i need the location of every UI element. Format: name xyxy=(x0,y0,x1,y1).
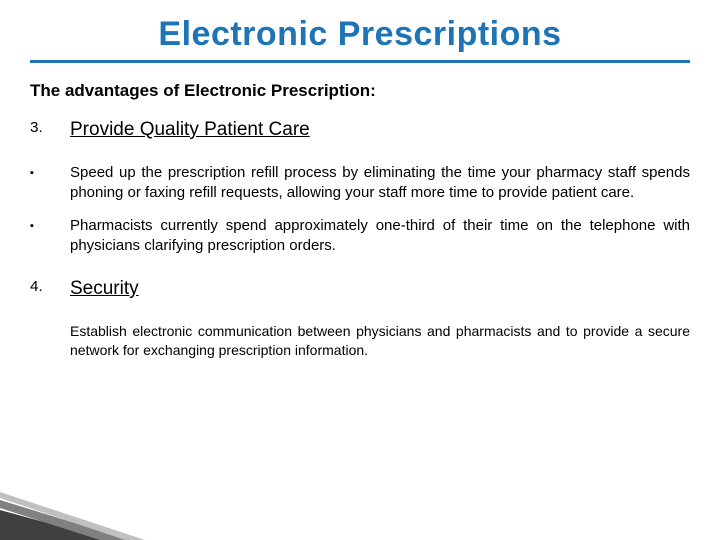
section-3-bullet-1: Speed up the prescription refill process… xyxy=(70,163,690,204)
section-4-paragraph: Establish electronic communication betwe… xyxy=(70,322,690,360)
section-3-bullet-2: Pharmacists currently spend approximatel… xyxy=(70,216,690,257)
title-underline xyxy=(30,60,690,63)
bullet-icon: ▪ xyxy=(30,216,70,236)
bullet-icon: ▪ xyxy=(30,163,70,183)
section-3-heading-row: 3. Provide Quality Patient Care xyxy=(30,119,690,141)
section-3-marker: 3. xyxy=(30,119,70,136)
section-3-bullet-2-row: ▪ Pharmacists currently spend approximat… xyxy=(30,216,690,257)
section-3-heading: Provide Quality Patient Care xyxy=(70,119,690,141)
corner-accent xyxy=(0,475,150,540)
slide-title: Electronic Prescriptions xyxy=(30,15,690,54)
section-4-heading-row: 4. Security xyxy=(30,278,690,300)
section-4-heading: Security xyxy=(70,278,690,300)
section-3-bullet-1-row: ▪ Speed up the prescription refill proce… xyxy=(30,163,690,204)
slide-container: Electronic Prescriptions The advantages … xyxy=(0,0,720,540)
intro-text: The advantages of Electronic Prescriptio… xyxy=(30,81,690,101)
section-4-marker: 4. xyxy=(30,278,70,295)
